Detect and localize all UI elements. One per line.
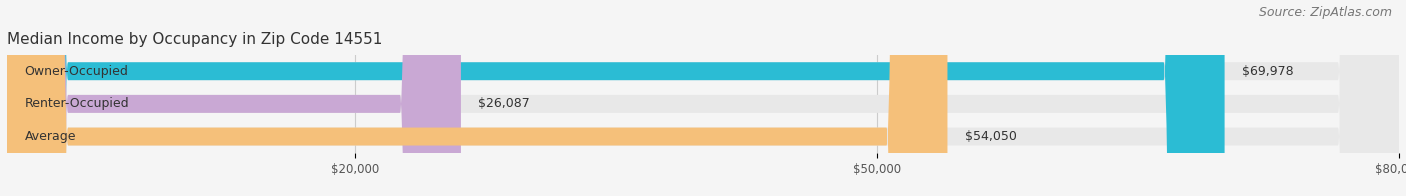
FancyBboxPatch shape: [7, 0, 1225, 196]
FancyBboxPatch shape: [7, 0, 1399, 196]
Text: $54,050: $54,050: [965, 130, 1017, 143]
Text: Average: Average: [24, 130, 76, 143]
Text: $26,087: $26,087: [478, 97, 530, 110]
Text: Owner-Occupied: Owner-Occupied: [24, 65, 128, 78]
FancyBboxPatch shape: [7, 0, 1399, 196]
Text: $69,978: $69,978: [1241, 65, 1294, 78]
Text: Source: ZipAtlas.com: Source: ZipAtlas.com: [1258, 6, 1392, 19]
Text: Median Income by Occupancy in Zip Code 14551: Median Income by Occupancy in Zip Code 1…: [7, 32, 382, 47]
FancyBboxPatch shape: [7, 0, 948, 196]
FancyBboxPatch shape: [7, 0, 461, 196]
Text: Renter-Occupied: Renter-Occupied: [24, 97, 129, 110]
FancyBboxPatch shape: [7, 0, 1399, 196]
